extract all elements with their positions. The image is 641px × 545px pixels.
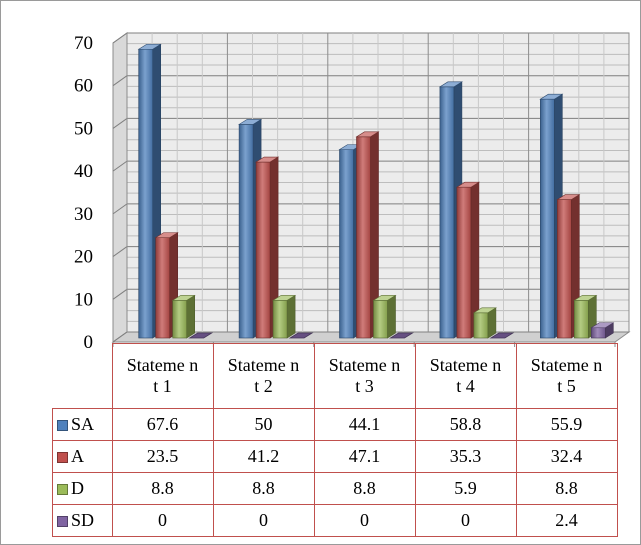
data-value: 0	[212, 504, 315, 537]
legend-swatch	[57, 516, 68, 527]
table-row: SA 67.6 50 44.1 58.8 55.9	[52, 408, 618, 441]
category-label-text: Stateme nt 3	[328, 355, 401, 396]
category-label: Stateme nt 3	[313, 343, 416, 409]
data-value: 32.4	[515, 440, 618, 473]
chart-data-table: Stateme nt 1 Stateme nt 2 Stateme nt 3 Stat…	[52, 343, 618, 537]
category-label-text: Stateme nt 2	[227, 355, 300, 396]
legend-entry-a: A	[52, 440, 113, 473]
data-value: 2.4	[515, 504, 618, 537]
data-value: 35.3	[414, 440, 517, 473]
data-value: 8.8	[515, 472, 618, 505]
y-tick-label: 40	[74, 161, 93, 182]
legend-entry-d: D	[52, 472, 113, 505]
y-tick-label: 50	[74, 118, 93, 139]
category-label: Stateme nt 4	[414, 343, 517, 409]
legend-entry-sd: SD	[52, 504, 113, 537]
data-value: 67.6	[111, 408, 214, 441]
table-corner	[52, 343, 113, 409]
y-tick-label: 20	[74, 247, 93, 268]
bar-sd-2	[288, 332, 314, 339]
legend-swatch	[57, 420, 68, 431]
category-label-text: Stateme nt 1	[126, 355, 199, 396]
category-label: Stateme nt 5	[515, 343, 618, 409]
bar-d-2	[272, 294, 297, 339]
legend-label: D	[71, 478, 84, 498]
bar-sd-3	[389, 332, 414, 339]
data-value: 0	[111, 504, 214, 537]
y-tick-label: 0	[84, 332, 94, 353]
data-value: 0	[414, 504, 517, 537]
legend-entry-sa: SA	[52, 408, 113, 441]
category-label: Stateme nt 1	[111, 343, 214, 409]
bar-sd-1	[188, 332, 214, 339]
data-value: 5.9	[414, 472, 517, 505]
data-value: 8.8	[111, 472, 214, 505]
data-value: 47.1	[313, 440, 416, 473]
data-value: 50	[212, 408, 315, 441]
data-value: 23.5	[111, 440, 214, 473]
bar-sd-4	[489, 332, 515, 339]
chart-bars	[137, 43, 615, 339]
data-value: 55.9	[515, 408, 618, 441]
legend-label: SA	[71, 414, 95, 434]
bar-d-5	[573, 294, 598, 339]
data-value: 8.8	[212, 472, 315, 505]
data-value: 0	[313, 504, 416, 537]
category-label: Stateme nt 2	[212, 343, 315, 409]
bar-d-3	[372, 294, 397, 339]
bar-a-2	[255, 156, 280, 339]
table-row: SD 0 0 0 0 2.4	[52, 504, 618, 537]
y-tick-label: 30	[74, 204, 93, 225]
y-axis-tick-labels: 0 10 20 30 40 50 60 70	[74, 33, 93, 353]
y-tick-label: 60	[74, 76, 93, 97]
bar-a-3	[355, 131, 380, 339]
y-tick-label: 70	[74, 33, 93, 54]
table-row: A 23.5 41.2 47.1 35.3 32.4	[52, 440, 618, 473]
category-label-text: Stateme nt 4	[429, 355, 502, 396]
data-value: 8.8	[313, 472, 416, 505]
bar-a-4	[455, 181, 480, 339]
bar-d-4	[472, 307, 497, 339]
data-value: 44.1	[313, 408, 416, 441]
legend-label: SD	[71, 510, 95, 530]
data-value: 41.2	[212, 440, 315, 473]
bar-d-1	[171, 294, 196, 339]
bar-a-5	[556, 194, 581, 339]
legend-label: A	[71, 446, 84, 466]
table-row: D 8.8 8.8 8.8 5.9 8.8	[52, 472, 618, 505]
legend-swatch	[57, 452, 68, 463]
bar-sd-5	[590, 322, 615, 339]
category-label-text: Stateme nt 5	[530, 355, 603, 396]
y-tick-label: 10	[74, 289, 93, 310]
data-value: 58.8	[414, 408, 517, 441]
legend-swatch	[57, 484, 68, 495]
